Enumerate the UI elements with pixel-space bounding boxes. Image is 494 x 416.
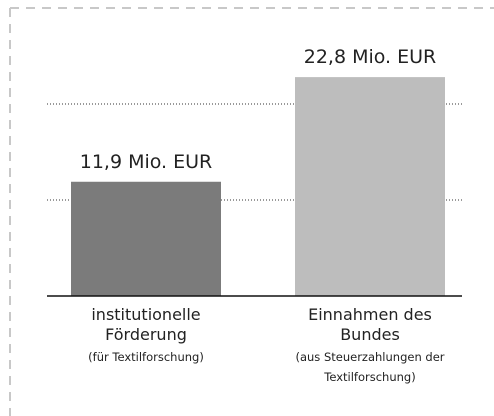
bar xyxy=(71,181,221,296)
category-label-group: institutionelle Förderung (für Textilfors… xyxy=(61,305,231,367)
value-label: 22,8 Mio. EUR xyxy=(304,46,437,68)
bar xyxy=(295,77,445,297)
category-note: (aus Steuerzahlungen der Textilforschung… xyxy=(295,350,445,384)
x-tick-label: Einnahmen des Bundes xyxy=(308,305,432,344)
category-label-group: Einnahmen des Bundes (aus Steuerzahlungen… xyxy=(285,305,455,387)
x-tick-label: institutionelle Förderung xyxy=(91,305,201,344)
value-label: 11,9 Mio. EUR xyxy=(80,151,213,173)
category-note: (für Textilforschung) xyxy=(88,350,204,364)
